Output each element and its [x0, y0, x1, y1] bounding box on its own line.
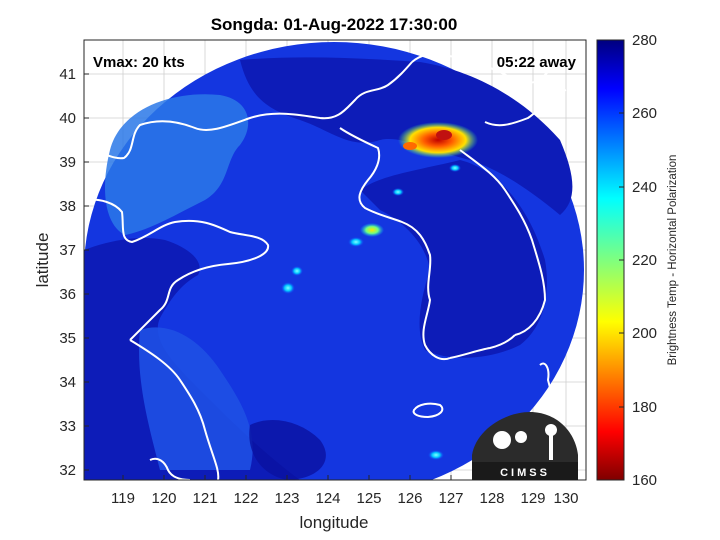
- cold-cloud-features: [281, 122, 478, 460]
- x-tick-label: 122: [233, 490, 258, 507]
- tower-icon-leg: [549, 435, 553, 460]
- colorbar-tick-label: 160: [632, 472, 657, 489]
- y-tick-label: 36: [59, 286, 76, 303]
- y-tick-label: 41: [59, 66, 76, 83]
- y-tick-labels: 41 40 39 38 37 36 35 34 33 32: [59, 66, 76, 479]
- dish-icon-small: [515, 431, 527, 443]
- coast-korea-south: [449, 334, 516, 359]
- convection-north-korea-core: [436, 130, 452, 140]
- convection-north-korea: [398, 122, 478, 158]
- cimss-logo-band: [472, 462, 578, 480]
- cell-yellow-sea-small: [348, 237, 364, 247]
- x-tick-label: 123: [274, 490, 299, 507]
- figure-title: Songda: 01-Aug-2022 17:30:00: [211, 15, 458, 34]
- colorbar-tick-label: 240: [632, 179, 657, 196]
- coast-manchuria-north: [484, 89, 567, 127]
- x-tick-label: 126: [397, 490, 422, 507]
- convection-west-core: [403, 142, 417, 150]
- y-tick-label: 34: [59, 374, 76, 391]
- x-tick-label: 120: [151, 490, 176, 507]
- colorbar-tick-label: 280: [632, 32, 657, 49]
- coast-china-south: [149, 457, 191, 480]
- y-axis-label: latitude: [33, 233, 52, 288]
- cell-south: [428, 450, 444, 460]
- cell-yellow-sea: [360, 223, 384, 237]
- y-tick-label: 32: [59, 462, 76, 479]
- coast-liaodong-bohai: [84, 198, 270, 341]
- cimss-logo: CIMSS: [472, 412, 578, 480]
- coast-korea-west: [339, 127, 451, 361]
- x-tick-label: 124: [315, 490, 340, 507]
- dark-sea-patch: [249, 420, 326, 480]
- x-tick-label: 129: [520, 490, 545, 507]
- y-tick-label: 40: [59, 110, 76, 127]
- colorbar-tick-label: 200: [632, 325, 657, 342]
- coast-liaodong-peninsula: [411, 52, 567, 85]
- cell-mid-korea: [449, 164, 461, 172]
- x-tick-label: 130: [553, 490, 578, 507]
- coast-shandong-jiangsu: [129, 339, 220, 480]
- x-tick-label: 121: [192, 490, 217, 507]
- colorbar-tick-label: 220: [632, 252, 657, 269]
- yellow-sea-south-area: [139, 327, 253, 470]
- cell-bay: [281, 282, 295, 294]
- coast-korea-east: [459, 149, 546, 336]
- plot-frame: [83, 39, 587, 481]
- land-china-east: [84, 238, 300, 480]
- cell-korea-small: [392, 188, 404, 196]
- time-away-label: 05:22 away: [497, 54, 577, 71]
- x-tick-label: 119: [111, 490, 135, 507]
- coast-north-bohai: [84, 61, 413, 160]
- colorbar-tick-label: 180: [632, 399, 657, 416]
- y-tick-label: 37: [59, 242, 76, 259]
- cell-bay-2: [291, 266, 303, 276]
- map-plot-area: Vmax: 20 kts 05:22 away CIMSS: [83, 39, 587, 481]
- x-axis-label: longitude: [299, 513, 368, 532]
- tower-icon: [545, 424, 557, 436]
- coast-jeju: [412, 402, 444, 418]
- colorbar: 280 260 240 220 200 180 160 Brightness T…: [596, 32, 679, 489]
- y-tick-label: 39: [59, 154, 76, 171]
- dish-icon: [493, 431, 511, 449]
- colorbar-tick-label: 260: [632, 105, 657, 122]
- y-tick-label: 35: [59, 330, 76, 347]
- coast-japan-tsushima: [539, 362, 555, 421]
- land-korea: [360, 160, 548, 358]
- vmax-label: Vmax: 20 kts: [93, 54, 185, 71]
- y-tick-label: 38: [59, 198, 76, 215]
- colorbar-label: Brightness Temp - Horizontal Polarizatio…: [667, 155, 679, 366]
- coastlines: [84, 52, 569, 480]
- x-tick-label: 128: [479, 490, 504, 507]
- x-tick-label: 127: [438, 490, 463, 507]
- x-tick-labels: 119 120 121 122 123 124 125 126 127 128 …: [111, 490, 578, 507]
- x-tick-label: 125: [356, 490, 381, 507]
- cimss-logo-text: CIMSS: [500, 467, 550, 479]
- y-tick-label: 33: [59, 418, 76, 435]
